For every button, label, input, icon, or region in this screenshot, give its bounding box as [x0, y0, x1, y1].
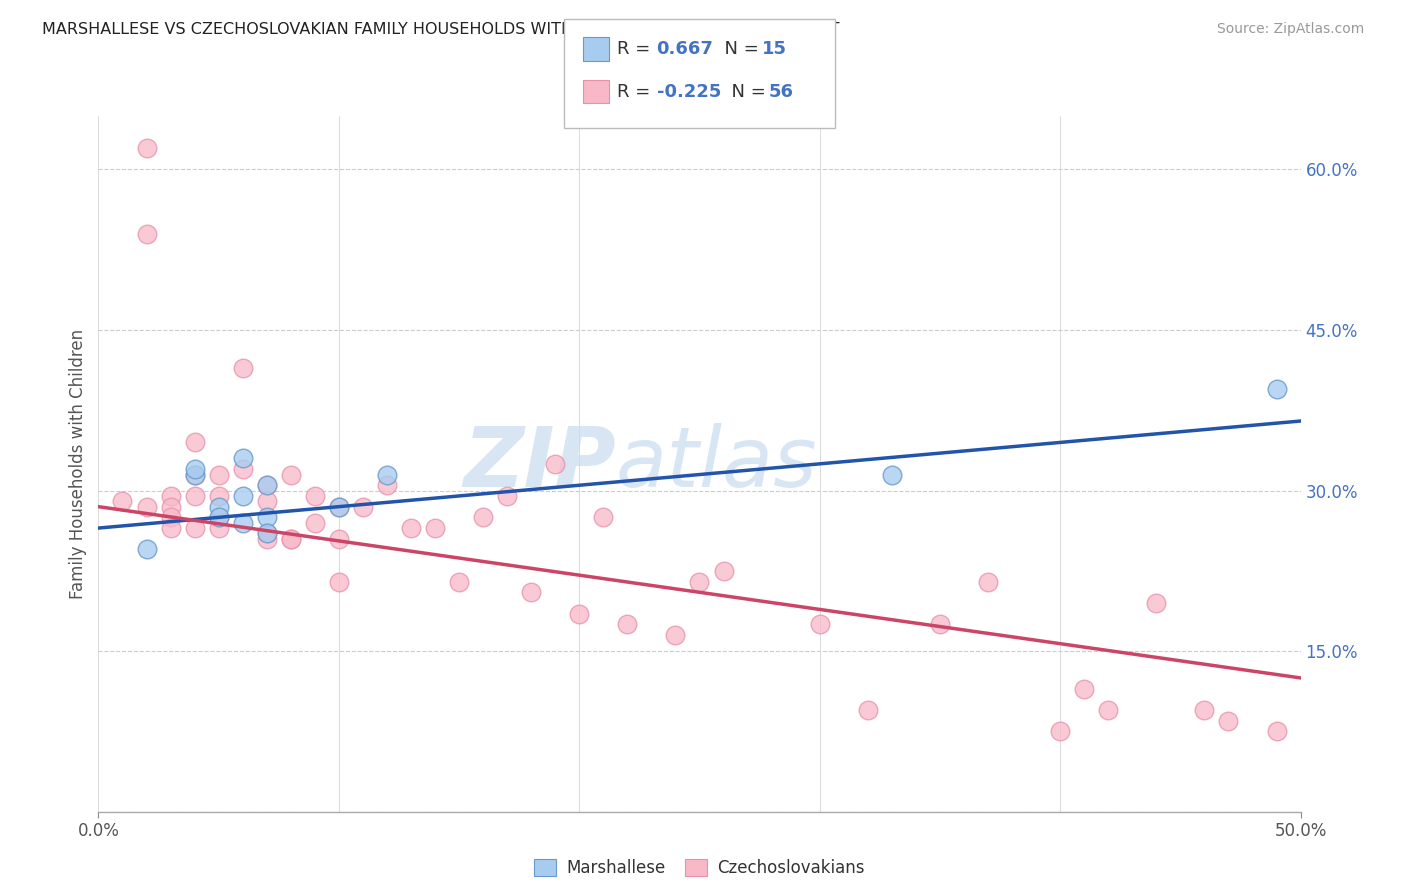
Point — [808, 617, 831, 632]
Point — [135, 542, 157, 557]
Point — [375, 467, 398, 482]
Point — [1097, 703, 1119, 717]
Point — [328, 500, 350, 514]
Point — [135, 227, 157, 241]
Legend: Marshallese, Czechoslovakians: Marshallese, Czechoslovakians — [527, 852, 872, 883]
Point — [208, 510, 231, 524]
Point — [1265, 382, 1288, 396]
Point — [256, 478, 278, 492]
Point — [520, 585, 543, 599]
Point — [280, 532, 302, 546]
Point — [159, 500, 181, 514]
Point — [183, 467, 205, 482]
Text: atlas: atlas — [616, 424, 817, 504]
Point — [472, 510, 495, 524]
Text: MARSHALLESE VS CZECHOSLOVAKIAN FAMILY HOUSEHOLDS WITH CHILDREN CORRELATION CHART: MARSHALLESE VS CZECHOSLOVAKIAN FAMILY HO… — [42, 22, 839, 37]
Point — [232, 462, 254, 476]
Point — [135, 500, 157, 514]
Point — [183, 489, 205, 503]
Point — [256, 526, 278, 541]
Point — [183, 462, 205, 476]
Point — [399, 521, 422, 535]
Point — [280, 532, 302, 546]
Point — [232, 451, 254, 466]
Point — [328, 532, 350, 546]
Point — [375, 478, 398, 492]
Point — [208, 510, 231, 524]
Text: 0.667: 0.667 — [657, 40, 713, 58]
Point — [352, 500, 374, 514]
Text: 56: 56 — [769, 83, 794, 101]
Point — [304, 516, 326, 530]
Text: 15: 15 — [762, 40, 787, 58]
Point — [616, 617, 638, 632]
Text: ZIP: ZIP — [463, 424, 616, 504]
Point — [928, 617, 950, 632]
Point — [544, 457, 567, 471]
Point — [568, 607, 591, 621]
Point — [664, 628, 686, 642]
Point — [1049, 724, 1071, 739]
Point — [135, 141, 157, 155]
Point — [256, 526, 278, 541]
Point — [159, 489, 181, 503]
Point — [256, 532, 278, 546]
Point — [256, 510, 278, 524]
Point — [208, 500, 231, 514]
Point — [880, 467, 903, 482]
Point — [1265, 724, 1288, 739]
Point — [1144, 596, 1167, 610]
Point — [208, 467, 231, 482]
Point — [328, 500, 350, 514]
Point — [1073, 681, 1095, 696]
Point — [1218, 714, 1240, 728]
Point — [256, 494, 278, 508]
Point — [183, 435, 205, 450]
Point — [111, 494, 134, 508]
Point — [496, 489, 519, 503]
Point — [208, 489, 231, 503]
Point — [977, 574, 1000, 589]
Point — [328, 574, 350, 589]
Text: N =: N = — [720, 83, 772, 101]
Point — [592, 510, 614, 524]
Point — [183, 521, 205, 535]
Point — [183, 467, 205, 482]
Point — [856, 703, 879, 717]
Point — [447, 574, 470, 589]
Text: N =: N = — [713, 40, 765, 58]
Point — [256, 478, 278, 492]
Point — [423, 521, 446, 535]
Point — [208, 521, 231, 535]
Point — [232, 489, 254, 503]
Point — [232, 360, 254, 375]
Point — [713, 564, 735, 578]
Text: Source: ZipAtlas.com: Source: ZipAtlas.com — [1216, 22, 1364, 37]
Point — [689, 574, 711, 589]
Text: R =: R = — [617, 40, 657, 58]
Point — [1194, 703, 1216, 717]
Text: R =: R = — [617, 83, 657, 101]
Point — [159, 521, 181, 535]
Point — [232, 516, 254, 530]
Point — [304, 489, 326, 503]
Point — [280, 467, 302, 482]
Text: -0.225: -0.225 — [657, 83, 721, 101]
Y-axis label: Family Households with Children: Family Households with Children — [69, 329, 87, 599]
Point — [159, 510, 181, 524]
